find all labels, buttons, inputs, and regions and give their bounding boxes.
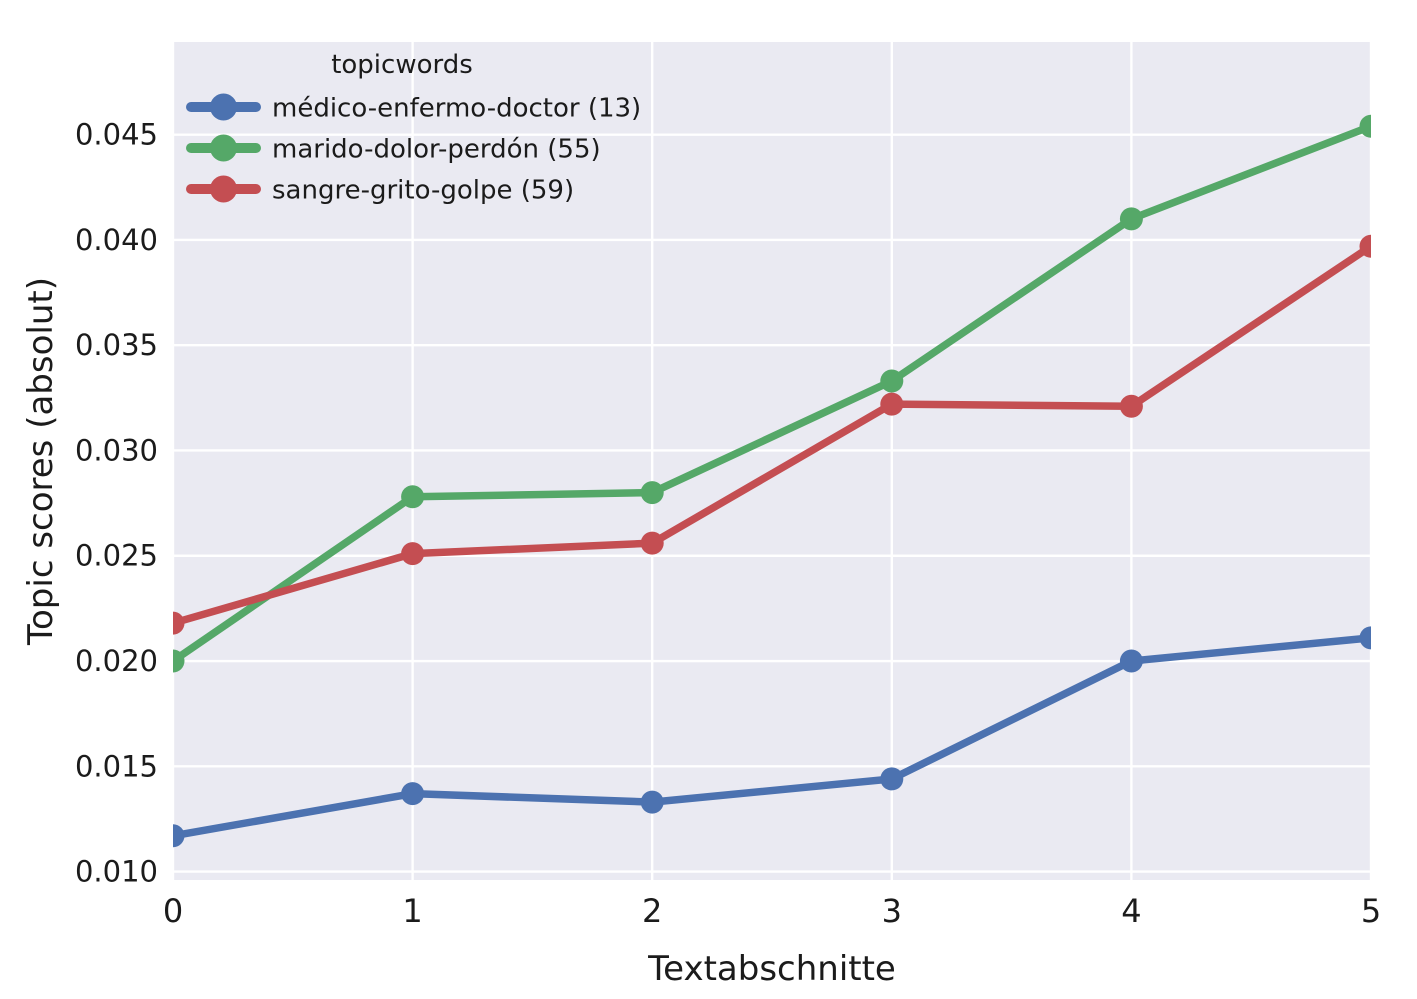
x-tick-label: 3 — [882, 892, 902, 930]
x-tick-label: 1 — [402, 892, 422, 930]
legend-items: médico-enfermo-doctor (13) marido-dolor-p… — [186, 93, 641, 206]
plot-background — [173, 42, 1371, 880]
x-tick-label: 2 — [642, 892, 662, 930]
legend-title: topicwords — [331, 50, 473, 80]
data-point — [1359, 626, 1371, 650]
y-tick-label: 0.035 — [75, 328, 158, 362]
data-point — [1359, 114, 1371, 138]
data-point — [640, 531, 664, 555]
series-line — [173, 634, 1371, 840]
x-axis-label: Textabschnitte — [647, 949, 896, 989]
data-point — [401, 542, 425, 566]
y-tick-label: 0.040 — [75, 223, 158, 257]
legend-item-label: sangre-grito-golpe (59) — [272, 176, 574, 206]
y-tick-label: 0.015 — [75, 749, 158, 783]
series-marido-dolor-perdón (55) — [173, 114, 1371, 673]
x-tick-label: 5 — [1361, 892, 1381, 930]
data-point — [173, 824, 185, 848]
series-line — [173, 122, 1371, 665]
data-point — [880, 767, 904, 791]
data-point — [880, 392, 904, 416]
data-point — [880, 369, 904, 393]
data-point — [1359, 234, 1371, 258]
data-point — [1119, 649, 1143, 673]
data-point — [1119, 207, 1143, 231]
legend-item-label: marido-dolor-perdón (55) — [272, 135, 601, 165]
x-axis-tick-labels: 0 1 2 3 4 5 — [163, 892, 1381, 930]
x-tick-label: 4 — [1121, 892, 1141, 930]
legend: topicwords médico-enfermo-doctor (13) mar… — [186, 50, 641, 206]
data-point — [401, 782, 425, 806]
data-point — [640, 790, 664, 814]
y-axis-label: Topic scores (absolut) — [21, 277, 61, 646]
data-point — [173, 649, 185, 673]
y-tick-label: 0.025 — [75, 539, 158, 573]
legend-dot-marker — [210, 175, 237, 203]
legend-item-label: médico-enfermo-doctor (13) — [272, 94, 641, 124]
series-médico-enfermo-doctor (13) — [173, 626, 1371, 848]
data-point — [1119, 394, 1143, 418]
y-tick-label: 0.010 — [75, 855, 158, 889]
y-tick-label: 0.030 — [75, 433, 158, 467]
x-tick-label: 0 — [163, 892, 183, 930]
series-lines — [173, 114, 1371, 848]
y-axis-tick-labels: 0.010 0.015 0.020 0.025 0.030 0.035 0.040 0.045 — [75, 118, 158, 889]
legend-item: médico-enfermo-doctor (13) — [186, 93, 641, 124]
legend-item: marido-dolor-perdón (55) — [186, 134, 601, 165]
data-point — [640, 481, 664, 505]
y-tick-label: 0.045 — [75, 118, 158, 152]
data-point — [173, 611, 185, 635]
y-tick-label: 0.020 — [75, 644, 158, 678]
legend-item: sangre-grito-golpe (59) — [186, 175, 574, 206]
plot-area — [173, 42, 1371, 880]
legend-dot-marker — [210, 93, 237, 121]
series-sangre-grito-golpe (59) — [173, 234, 1371, 635]
data-point — [401, 485, 425, 509]
gridlines — [171, 42, 1373, 880]
legend-dot-marker — [210, 134, 237, 162]
series-line — [173, 243, 1371, 627]
